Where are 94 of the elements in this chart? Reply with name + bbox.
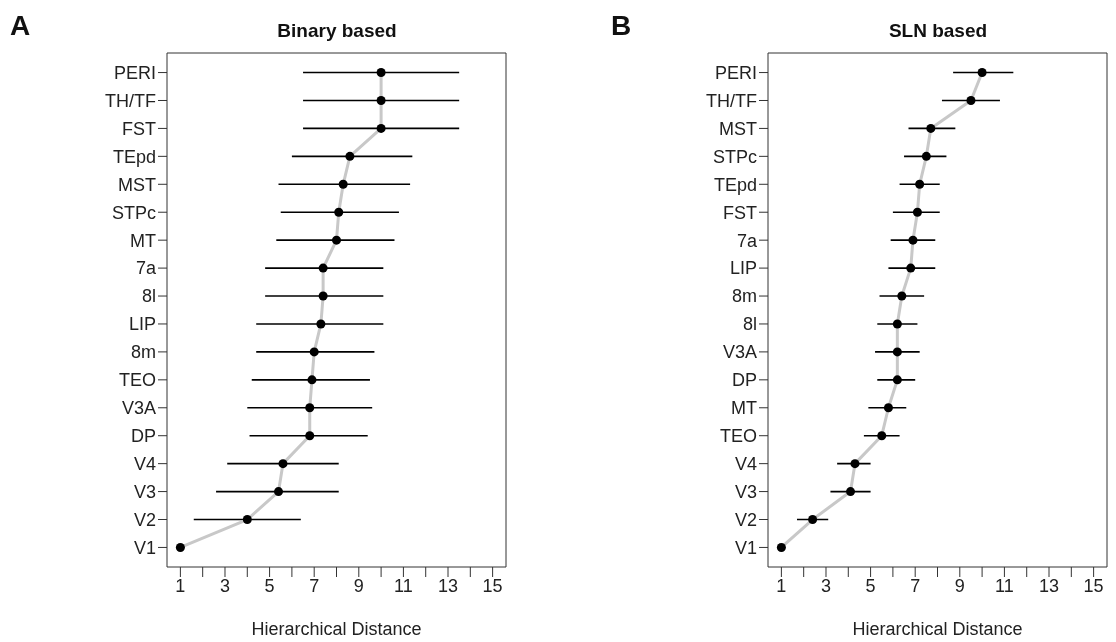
x-tick-label: 1 [776,575,787,596]
y-tick-label: TEO [118,370,156,391]
y-tick-label: TEpd [713,174,757,195]
point [331,235,342,245]
point [376,68,386,78]
x-tick-label: 13 [1039,575,1060,596]
y-tick-label: FST [723,202,757,223]
y-tick-label: 8m [731,286,757,307]
point [242,515,252,525]
point [926,123,936,133]
x-tick-label: 7 [309,575,320,596]
y-tick-label: TEO [719,426,757,447]
y-tick-label: LIP [128,314,156,335]
point [305,403,315,413]
point [977,68,987,78]
point [892,375,902,385]
y-tick-label: TH/TF [706,90,757,111]
y-tick-label: 8l [141,286,156,307]
point [892,319,902,329]
point [915,179,925,189]
y-tick-label: MST [719,118,757,139]
y-tick-label: LIP [729,258,757,279]
point [318,291,328,301]
point [877,431,887,441]
x-tick-label: 7 [910,575,921,596]
chart-title: Binary based [276,20,398,42]
y-tick-label: STPc [712,146,757,167]
y-tick-label: DP [130,426,156,447]
point [175,542,185,552]
point [906,263,916,273]
y-tick-label: 7a [736,230,758,251]
x-tick-label: 5 [865,575,876,596]
y-tick-label: V4 [734,454,757,475]
point [338,179,348,189]
y-tick-label: V2 [133,509,156,530]
point [305,431,315,441]
y-tick-label: FST [122,118,156,139]
text: B [611,10,632,42]
x-tick-label: 15 [482,575,503,596]
x-tick-label: 9 [353,575,364,596]
y-tick-label: DP [731,370,757,391]
y-tick-label: PERI [714,62,757,83]
point [334,207,344,217]
point [892,347,902,357]
x-tick-label: 13 [438,575,459,596]
x-axis-title: Hierarchical Distance [251,619,422,639]
point [376,95,386,105]
point [345,151,355,161]
x-tick-label: 1 [175,575,186,596]
y-tick-label: V3A [722,342,757,363]
y-tick-label: TEpd [112,146,156,167]
point [376,123,386,133]
y-tick-label: V2 [734,509,757,530]
y-tick-label: 8m [130,342,156,363]
y-tick-label: MT [731,398,757,419]
point [318,263,328,273]
chart-title: SLN based [887,20,989,42]
point [309,347,319,357]
y-tick-label: 7a [135,258,157,279]
point [307,375,317,385]
y-tick-label: V3 [133,481,156,502]
point [912,207,922,217]
x-tick-label: 15 [1083,575,1104,596]
point [897,291,907,301]
y-tick-label: STPc [111,202,156,223]
point [966,95,976,105]
y-tick-label: V1 [133,537,156,558]
text: A [10,10,31,42]
y-tick-label: V1 [734,537,757,558]
point [776,542,786,552]
point [921,151,931,161]
x-tick-label: 11 [394,575,413,596]
point [883,403,893,413]
y-tick-label: 8l [742,314,757,335]
point [278,459,288,469]
y-tick-label: PERI [113,62,156,83]
point [846,487,856,497]
y-tick-label: MT [130,230,156,251]
y-tick-label: V4 [133,454,156,475]
point [274,487,284,497]
point [908,235,918,245]
x-tick-label: 5 [264,575,275,596]
x-tick-label: 3 [219,575,230,596]
y-tick-label: MST [118,174,156,195]
point [850,459,860,469]
y-tick-label: TH/TF [105,90,156,111]
y-tick-label: V3 [734,481,757,502]
x-tick-label: 9 [954,575,965,596]
y-tick-label: V3A [121,398,156,419]
x-tick-label: 11 [995,575,1014,596]
x-tick-label: 3 [820,575,831,596]
point [316,319,326,329]
point [808,515,818,525]
x-axis-title: Hierarchical Distance [852,619,1023,639]
